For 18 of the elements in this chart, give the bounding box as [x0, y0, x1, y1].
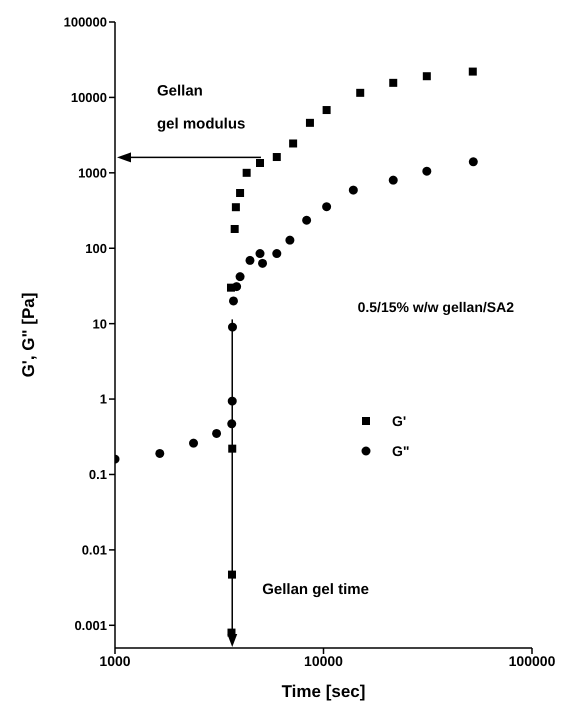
ref-line-label: Gellan gel modulus: [157, 82, 246, 132]
y-tick-label: 0.1: [88, 467, 107, 482]
y-tick-label: 100: [85, 240, 107, 256]
y-tick-label: 1000: [78, 165, 107, 180]
y-tick-label: 10: [92, 316, 107, 332]
y-tick-label: 10000: [70, 90, 107, 106]
x-tick-label: 100000: [508, 652, 556, 669]
legend-label: G": [392, 443, 410, 459]
y-axis-title: G', G" [Pa]: [19, 292, 38, 378]
y-tick-label: 100000: [64, 14, 107, 30]
legend-label: G': [392, 413, 406, 429]
x-axis-title: Time [sec]: [282, 682, 366, 701]
y-tick-label: 0.001: [74, 618, 107, 633]
y-tick-label: 1: [100, 392, 107, 407]
ref-line-label: Gellan gel time: [262, 581, 369, 598]
annotation: 0.5/15% w/w gellan/SA2: [358, 299, 514, 315]
x-tick-label: 10000: [304, 652, 344, 669]
y-tick-label: 0.01: [82, 542, 107, 558]
